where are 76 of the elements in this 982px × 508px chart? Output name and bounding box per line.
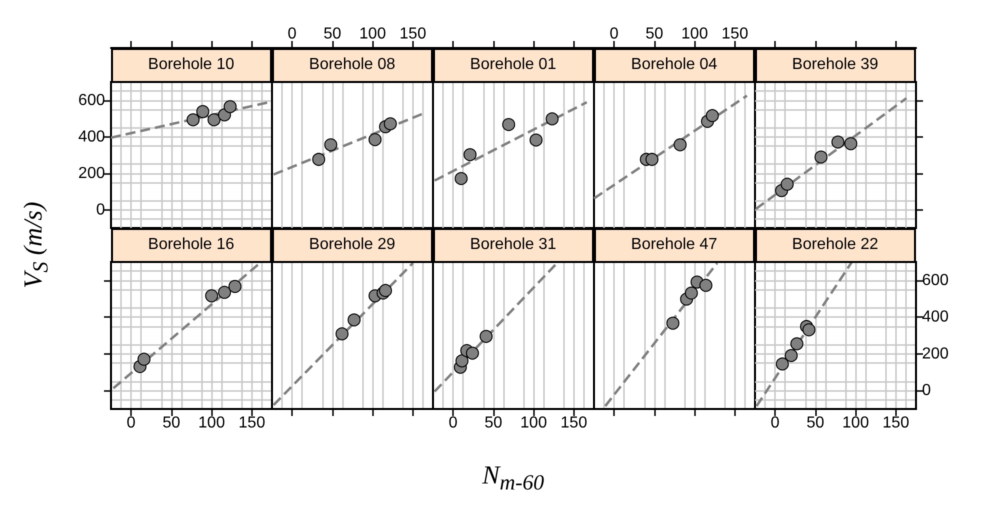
- point: [645, 152, 658, 166]
- x-tick-label: 0: [287, 26, 296, 42]
- y-tick-label: 200: [922, 345, 948, 362]
- point: [673, 138, 686, 152]
- y-tick-label: 0: [922, 382, 931, 400]
- y-tick-label: 600: [922, 272, 948, 289]
- point: [384, 117, 397, 130]
- chart-title: Borehole 31: [432, 228, 594, 263]
- point: [223, 100, 236, 114]
- chart-title: Borehole 47: [594, 228, 755, 263]
- point: [378, 284, 392, 297]
- chart-title: Borehole 08: [272, 48, 433, 83]
- point: [218, 286, 231, 299]
- x-tick-label: 50: [645, 26, 664, 42]
- point: [324, 138, 337, 152]
- x-tick-label: 50: [162, 414, 180, 432]
- x-tick-label: 100: [680, 26, 708, 42]
- x-tick-label: 100: [198, 414, 225, 432]
- point: [196, 105, 209, 118]
- point: [780, 178, 794, 191]
- y-tick-label: 400: [922, 308, 948, 326]
- x-tick-label: 100: [842, 414, 869, 432]
- point: [347, 313, 360, 326]
- point: [802, 323, 816, 336]
- point: [137, 352, 150, 366]
- point: [790, 337, 804, 350]
- x-tick-label: 150: [882, 414, 910, 432]
- point: [455, 354, 468, 368]
- y-tick-label: 600: [78, 92, 105, 109]
- y-tick-label: 0: [96, 201, 105, 218]
- x-tick-label: 150: [721, 26, 748, 42]
- x-tick-label: 50: [806, 414, 824, 432]
- point: [204, 289, 218, 302]
- point: [831, 136, 844, 149]
- x-tick-label: 100: [520, 414, 547, 432]
- x-tick-label: 0: [609, 26, 618, 42]
- point: [368, 133, 382, 146]
- x-tick-label: 150: [399, 26, 426, 42]
- chart-title: Borehole 01: [432, 48, 594, 83]
- point: [844, 137, 857, 150]
- point: [454, 172, 468, 186]
- point: [186, 113, 200, 126]
- chart-title: Borehole 22: [754, 228, 916, 263]
- point: [776, 357, 789, 370]
- x-tick-label: 0: [770, 414, 780, 432]
- x-tick-label: 150: [238, 414, 266, 432]
- point: [502, 118, 515, 132]
- point: [529, 134, 542, 147]
- x-tick-label: 50: [484, 414, 502, 432]
- x-tick-label: 50: [323, 26, 342, 42]
- point: [228, 280, 242, 293]
- point: [312, 152, 325, 166]
- point: [335, 327, 348, 340]
- chart-title: Borehole 16: [110, 228, 272, 263]
- point: [545, 112, 558, 126]
- point: [479, 330, 492, 343]
- point: [706, 109, 719, 122]
- point: [684, 286, 698, 300]
- chart-title: Borehole 10: [110, 48, 272, 83]
- x-tick-label: 0: [448, 414, 458, 432]
- point: [466, 346, 479, 360]
- y-tick-label: 200: [78, 164, 105, 182]
- x-tick-label: 0: [126, 414, 136, 432]
- point: [207, 113, 220, 126]
- chart-title: Borehole 29: [272, 228, 433, 263]
- point: [784, 349, 798, 362]
- point: [666, 316, 680, 330]
- point: [699, 278, 712, 292]
- y-tick-label: 400: [78, 128, 105, 146]
- x-tick-label: 150: [560, 414, 588, 432]
- chart-title: Borehole 04: [594, 48, 755, 83]
- point: [814, 150, 828, 164]
- point: [463, 148, 476, 162]
- chart-title: Borehole 39: [754, 48, 916, 83]
- x-axis-title: N$_{m-60}$: [482, 460, 544, 496]
- x-tick-label: 100: [358, 26, 386, 42]
